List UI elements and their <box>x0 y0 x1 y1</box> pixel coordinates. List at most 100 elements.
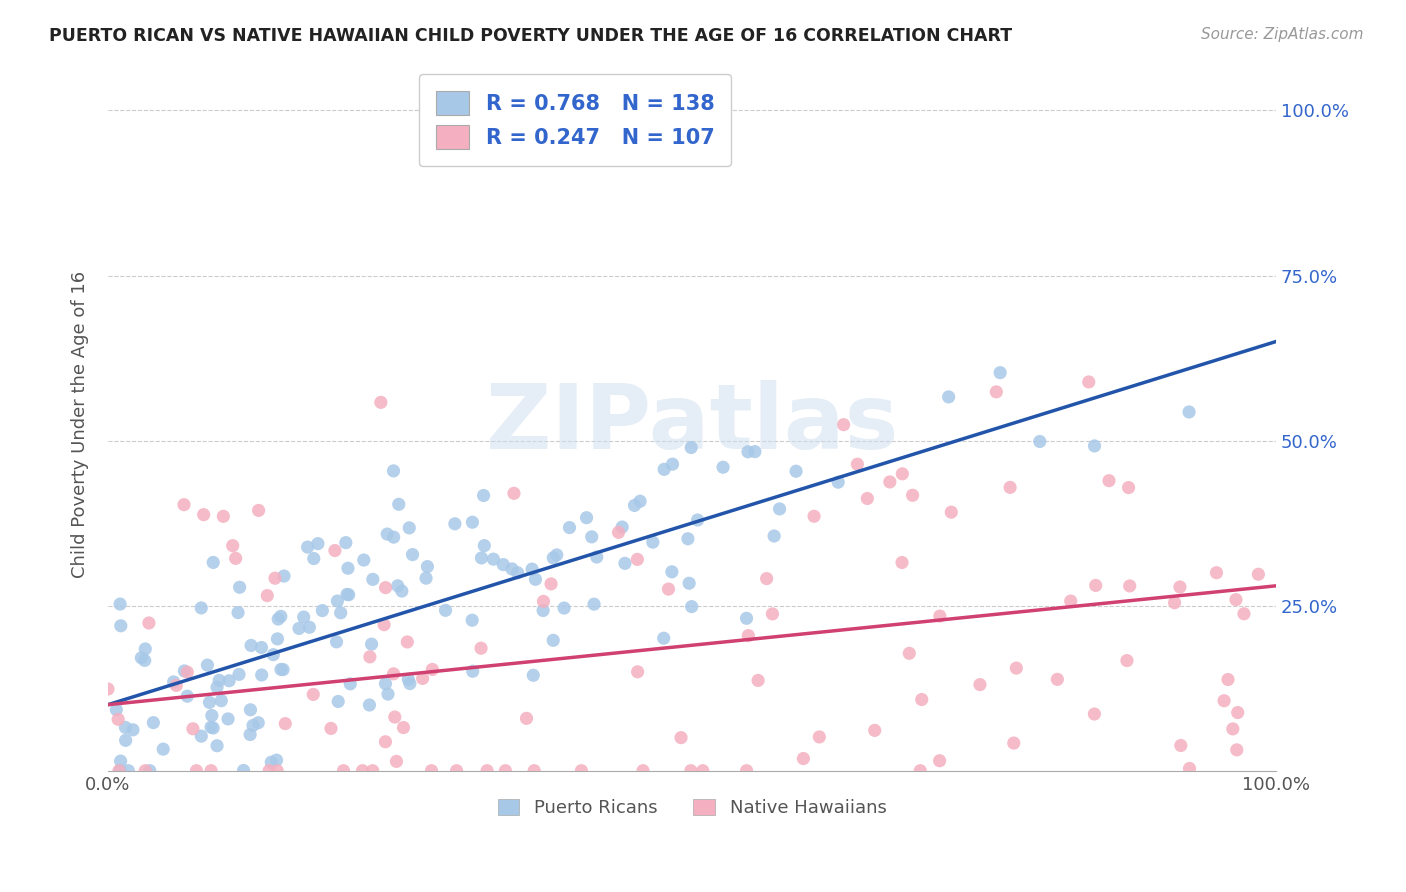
Point <box>382 666 405 681</box>
Point <box>482 552 505 566</box>
Point <box>533 594 555 608</box>
Point <box>768 502 790 516</box>
Point <box>240 639 263 653</box>
Point <box>266 632 288 646</box>
Point <box>928 754 950 768</box>
Point <box>1060 594 1083 608</box>
Point <box>361 764 384 778</box>
Point <box>792 751 814 765</box>
Point <box>374 676 396 690</box>
Point <box>657 582 679 596</box>
Point <box>1213 694 1236 708</box>
Point <box>190 601 212 615</box>
Point <box>247 503 270 517</box>
Point <box>1205 566 1227 580</box>
Point <box>302 551 325 566</box>
Point <box>626 552 648 566</box>
Point <box>228 667 250 681</box>
Point <box>808 730 831 744</box>
Point <box>193 508 215 522</box>
Point <box>571 764 593 778</box>
Point <box>523 764 546 778</box>
Point <box>391 584 413 599</box>
Point <box>686 513 709 527</box>
Point <box>122 723 145 737</box>
Point <box>307 536 329 550</box>
Point <box>212 509 235 524</box>
Point <box>679 764 702 778</box>
Point <box>173 664 195 678</box>
Point <box>492 558 515 572</box>
Point <box>941 505 963 519</box>
Point <box>910 764 932 778</box>
Point <box>134 653 156 667</box>
Point <box>142 715 165 730</box>
Point <box>108 597 131 611</box>
Point <box>785 464 807 478</box>
Point <box>415 571 437 585</box>
Point <box>97 681 120 696</box>
Point <box>217 712 239 726</box>
Point <box>257 764 280 778</box>
Point <box>1077 375 1099 389</box>
Point <box>114 720 136 734</box>
Point <box>273 569 295 583</box>
Point <box>911 692 934 706</box>
Point <box>475 764 498 778</box>
Point <box>302 687 325 701</box>
Y-axis label: Child Poverty Under the Age of 16: Child Poverty Under the Age of 16 <box>72 270 89 578</box>
Point <box>652 631 675 645</box>
Point <box>626 665 648 679</box>
Point <box>1098 474 1121 488</box>
Point <box>1247 567 1270 582</box>
Point <box>827 475 849 490</box>
Point <box>197 658 219 673</box>
Point <box>387 579 409 593</box>
Point <box>613 557 636 571</box>
Point <box>266 753 288 767</box>
Point <box>986 384 1008 399</box>
Point <box>329 606 352 620</box>
Point <box>422 663 444 677</box>
Point <box>292 610 315 624</box>
Point <box>763 529 786 543</box>
Point <box>134 641 156 656</box>
Point <box>218 673 240 688</box>
Point <box>131 650 153 665</box>
Point <box>669 731 692 745</box>
Point <box>681 599 703 614</box>
Point <box>401 548 423 562</box>
Point <box>311 604 333 618</box>
Point <box>898 646 921 660</box>
Point <box>558 520 581 534</box>
Point <box>110 619 132 633</box>
Point <box>173 498 195 512</box>
Point <box>988 366 1011 380</box>
Point <box>641 535 664 549</box>
Point <box>761 607 783 621</box>
Point <box>553 601 575 615</box>
Text: PUERTO RICAN VS NATIVE HAWAIIAN CHILD POVERTY UNDER THE AGE OF 16 CORRELATION CH: PUERTO RICAN VS NATIVE HAWAIIAN CHILD PO… <box>49 27 1012 45</box>
Point <box>1226 743 1249 757</box>
Point <box>138 615 160 630</box>
Point <box>325 635 347 649</box>
Point <box>879 475 901 489</box>
Point <box>575 510 598 524</box>
Point <box>359 649 381 664</box>
Point <box>323 543 346 558</box>
Point <box>374 581 396 595</box>
Point <box>108 764 131 778</box>
Point <box>863 723 886 738</box>
Point <box>377 687 399 701</box>
Point <box>250 640 273 655</box>
Point <box>222 539 245 553</box>
Point <box>628 494 651 508</box>
Point <box>242 718 264 732</box>
Point <box>803 509 825 524</box>
Point <box>522 668 544 682</box>
Point <box>239 727 262 741</box>
Point <box>250 668 273 682</box>
Point <box>370 395 392 409</box>
Point <box>681 441 703 455</box>
Point <box>353 553 375 567</box>
